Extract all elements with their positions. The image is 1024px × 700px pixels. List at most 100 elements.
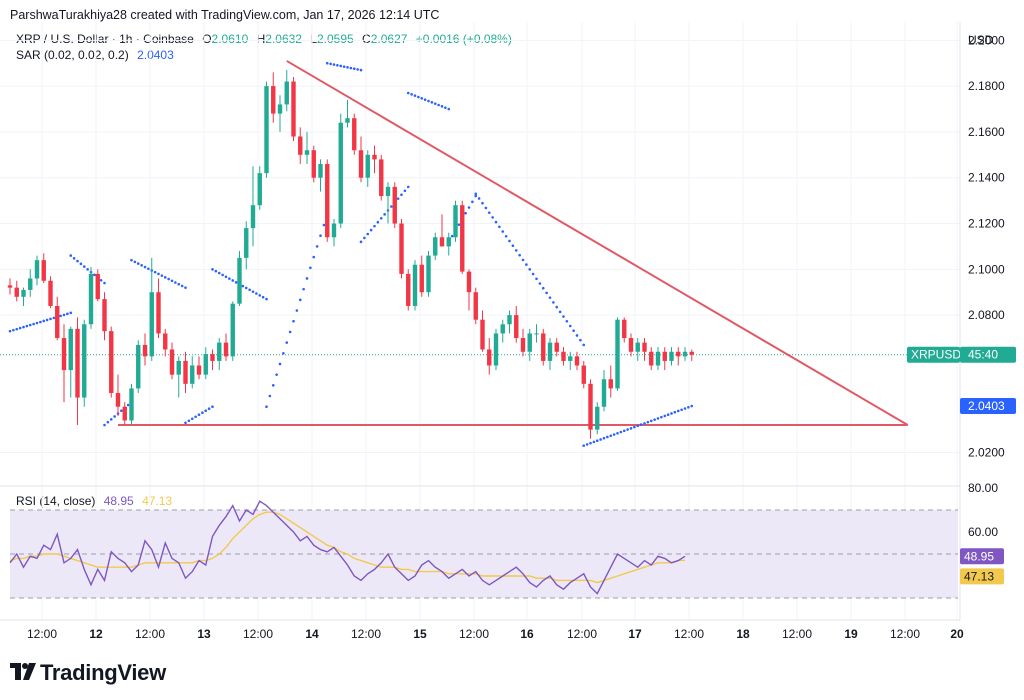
sar-badge-text: 2.0403 (968, 399, 1005, 413)
sar-dot (136, 262, 140, 265)
sar-dot (558, 310, 562, 314)
candle-body (102, 299, 107, 332)
sar-dot (18, 326, 22, 330)
tradingview-logo-icon (10, 663, 36, 680)
candle-body (257, 173, 262, 206)
sar-dot (683, 407, 687, 410)
candle-body (203, 354, 208, 375)
time-tick-label: 12:00 (351, 627, 381, 641)
rsi-label: RSI (14, close) (16, 494, 96, 508)
sar-dot (437, 103, 440, 107)
candle-body (95, 273, 100, 300)
candle-body (608, 379, 613, 389)
chart-credit: ParshwaTurakhiya28 created with TradingV… (10, 8, 440, 22)
candle-body (352, 118, 357, 151)
sar-dot (447, 107, 451, 111)
candle-body (230, 303, 235, 357)
sar-dot (572, 329, 575, 333)
sar-dot (278, 362, 282, 366)
close-value: 2.0627 (370, 32, 408, 46)
sar-label: SAR (0.02, 0.02, 0.2) (16, 48, 129, 62)
sar-dot (93, 273, 96, 277)
candle-body (399, 223, 404, 274)
sar-dot (221, 273, 224, 277)
candle-body (507, 315, 512, 325)
sar-dot (430, 101, 434, 104)
candle-body (439, 237, 445, 247)
sar-dot (467, 206, 471, 209)
candle-body (169, 349, 175, 375)
candle-body (345, 118, 350, 123)
sar-dot (373, 224, 376, 228)
candle-body (14, 287, 19, 297)
candle-body (109, 331, 114, 393)
time-tick-label: 20 (950, 627, 964, 641)
candle-body (358, 150, 364, 178)
candle-body (28, 278, 33, 290)
time-tick-label: 12:00 (459, 627, 489, 641)
sar-dot (491, 216, 494, 219)
sar-dot (643, 422, 646, 425)
rsi-tick-label: 80.00 (968, 481, 998, 495)
sar-dot (312, 255, 316, 259)
sar-dot (420, 97, 424, 100)
sar-dot (585, 443, 589, 446)
currency-label[interactable]: USD (968, 33, 994, 47)
sar-dot (356, 68, 359, 71)
sar-dot (504, 234, 508, 238)
sar-dot (477, 197, 481, 200)
sar-dot (582, 343, 586, 347)
sar-dot (214, 269, 218, 273)
sar-dot (633, 425, 636, 429)
sar-dot (410, 93, 413, 96)
sar-dot (649, 419, 653, 423)
candle-body (75, 328, 80, 398)
open-key: O (202, 32, 212, 46)
sar-dot (427, 99, 430, 103)
sar-dot (531, 272, 535, 276)
candle-body (129, 388, 134, 421)
sar-dot (106, 420, 110, 424)
time-tick-label: 12:00 (567, 627, 597, 641)
candle-body (136, 344, 141, 389)
time-tick-label: 12:00 (890, 627, 920, 641)
sar-dot (589, 441, 592, 445)
sar-dot (474, 194, 478, 198)
sar-dot (687, 405, 690, 409)
candle-body (271, 86, 276, 114)
sar-dot (609, 434, 613, 438)
sar-dot (234, 281, 238, 284)
symbol-title: XRP / U.S. Dollar · 1h · Coinbase (16, 32, 194, 46)
candle-body (34, 260, 40, 279)
price-tick-label: 2.1600 (968, 125, 1005, 139)
sar-dot (339, 64, 343, 68)
candle-body (142, 344, 148, 357)
price-tick-label: 2.0200 (968, 446, 1005, 460)
sar-dot (133, 260, 137, 264)
candle-body (561, 351, 566, 361)
sar-dot (528, 268, 532, 271)
sar-dot (619, 430, 623, 434)
sar-dot (592, 440, 596, 444)
sar-dot (99, 279, 103, 282)
sar-dot (248, 288, 251, 292)
low-key: L (310, 32, 317, 46)
sar-legend[interactable]: SAR (0.02, 0.02, 0.2) 2.0403 (16, 48, 174, 62)
sar-dot (616, 431, 619, 435)
symbol-legend[interactable]: XRP / U.S. Dollar · 1h · Coinbase O2.061… (16, 32, 512, 46)
candle-body (635, 342, 640, 352)
candle-body (615, 319, 620, 389)
candle-body (223, 342, 229, 357)
time-tick-label: 12:00 (27, 627, 57, 641)
sar-dot (450, 234, 454, 238)
time-tick-label: 12:00 (135, 627, 165, 641)
sar-dot (86, 268, 89, 271)
sar-dot (521, 258, 525, 262)
candle-body (379, 159, 384, 197)
symbol-badge-bg (907, 346, 960, 363)
sar-dot (440, 105, 444, 108)
axes: 2.2000 2.1800 2.1600 2.1400 2.1200 2.1000 2.08… (27, 33, 1005, 641)
price-pane (0, 60, 960, 447)
sar-dot (663, 414, 667, 418)
